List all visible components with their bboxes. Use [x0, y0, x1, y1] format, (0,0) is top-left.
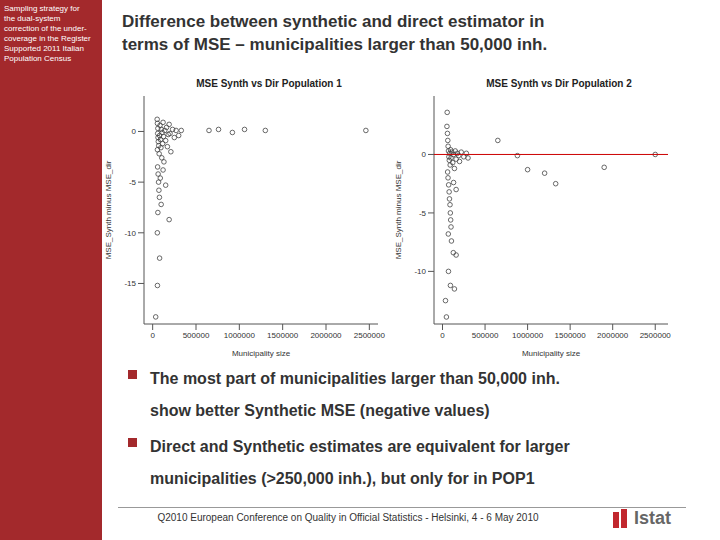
html-text:Population Census: Population Census	[4, 54, 72, 63]
svg-text:0: 0	[422, 150, 427, 159]
html-text:Istat: Istat	[634, 508, 671, 528]
html-text:MSE Synth vs Dir Population 2: MSE Synth vs Dir Population 2	[486, 78, 632, 89]
svg-text:2500000: 2500000	[354, 331, 386, 340]
html-text:coverage in the Register: coverage in the Register	[4, 34, 91, 43]
svg-text:2500000: 2500000	[640, 331, 672, 340]
svg-text:MSE_Synth minus MSE_dir: MSE_Synth minus MSE_dir	[104, 160, 113, 259]
html-text:Difference between synthetic a: Difference between synthetic and direct …	[122, 12, 545, 31]
svg-text:Municipality size: Municipality size	[232, 349, 291, 358]
svg-text:-10: -10	[414, 267, 426, 276]
svg-text:1500000: 1500000	[555, 331, 587, 340]
html-text:Supported 2011 Italian: Supported 2011 Italian	[4, 44, 84, 53]
html-text:show better Synthetic MSE (neg: show better Synthetic MSE (negative valu…	[150, 402, 490, 419]
svg-text:Municipality size: Municipality size	[522, 349, 581, 358]
html-text:MSE Synth vs Dir Population 1: MSE Synth vs Dir Population 1	[196, 78, 342, 89]
svg-text:0: 0	[150, 331, 155, 340]
html-text:The most part of municipalitie: The most part of municipalities larger t…	[150, 370, 560, 387]
html-text:Q2010 European Conference on Q: Q2010 European Conference on Quality in …	[157, 512, 539, 523]
html-text:municipalities (>250,000 inh.): municipalities (>250,000 inh.), but only…	[150, 470, 535, 487]
html-text:correction of the under-: correction of the under-	[4, 24, 87, 33]
svg-text:2000000: 2000000	[597, 331, 629, 340]
svg-text:500000: 500000	[183, 331, 210, 340]
html-text:the dual-system: the dual-system	[4, 14, 61, 23]
svg-text:-15: -15	[124, 279, 136, 288]
svg-text:-5: -5	[419, 209, 427, 218]
svg-text:1000000: 1000000	[224, 331, 256, 340]
svg-text:-10: -10	[124, 229, 136, 238]
svg-text:2000000: 2000000	[310, 331, 342, 340]
html-text:terms of MSE – municipalities: terms of MSE – municipalities larger tha…	[122, 35, 548, 54]
svg-text:-5: -5	[129, 178, 137, 187]
svg-text:0: 0	[132, 127, 137, 136]
svg-text:1000000: 1000000	[512, 331, 544, 340]
svg-text:1500000: 1500000	[267, 331, 299, 340]
svg-text:MSE_Synth minus MSE_dir: MSE_Synth minus MSE_dir	[394, 160, 403, 259]
html-text:Direct and Synthetic estimates: Direct and Synthetic estimates are equiv…	[150, 438, 570, 455]
svg-text:0: 0	[440, 331, 445, 340]
html-text:Sampling strategy for: Sampling strategy for	[4, 4, 80, 13]
svg-text:500000: 500000	[472, 331, 499, 340]
